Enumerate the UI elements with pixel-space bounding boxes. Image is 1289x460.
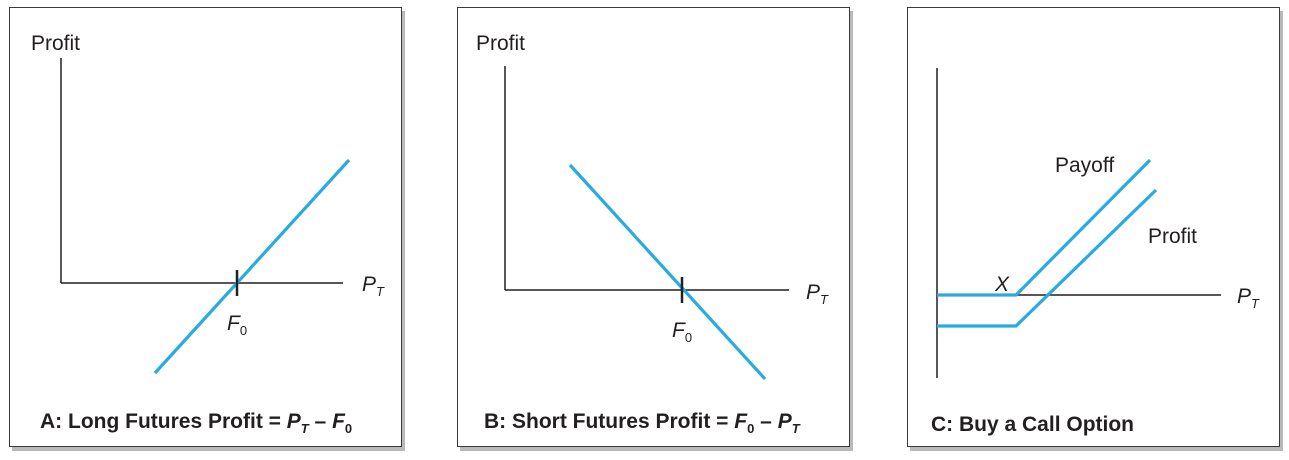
short-futures-profit-line <box>568 163 767 381</box>
long-futures-profit-line <box>153 158 351 375</box>
panel-short-futures: Profit PT F0 B: Short Futures Profit = F… <box>457 7 850 447</box>
profit-label: Profit <box>1148 225 1197 248</box>
panel-c-diagram: X Payoff Profit PT C: Buy a Call Option <box>931 68 1260 436</box>
x-axis-label: PT <box>806 281 829 307</box>
call-profit-line <box>937 188 1158 328</box>
f0-tick-label: F0 <box>227 312 247 338</box>
call-payoff-line <box>937 158 1152 297</box>
panel-a-caption: A: Long Futures Profit = PT – F0 <box>40 410 352 436</box>
panel-a-diagram: Profit PT F0 A: Long Futures Profit = PT… <box>31 32 385 436</box>
payoff-label: Payoff <box>1055 154 1114 177</box>
panel-call-option: X Payoff Profit PT C: Buy a Call Option <box>907 7 1280 447</box>
y-axis-label: Profit <box>476 32 525 55</box>
panel-long-futures: Profit PT F0 A: Long Futures Profit = PT… <box>9 7 402 447</box>
strike-label: X <box>994 273 1010 296</box>
f0-tick-label: F0 <box>672 319 692 345</box>
x-axis-label: PT <box>1237 285 1260 311</box>
y-axis-label: Profit <box>31 32 80 55</box>
panel-b-diagram: Profit PT F0 B: Short Futures Profit = F… <box>476 32 829 436</box>
panel-c-caption: C: Buy a Call Option <box>931 413 1134 436</box>
x-axis-label: PT <box>362 273 385 299</box>
panel-b-caption: B: Short Futures Profit = F0 – PT <box>484 410 801 436</box>
